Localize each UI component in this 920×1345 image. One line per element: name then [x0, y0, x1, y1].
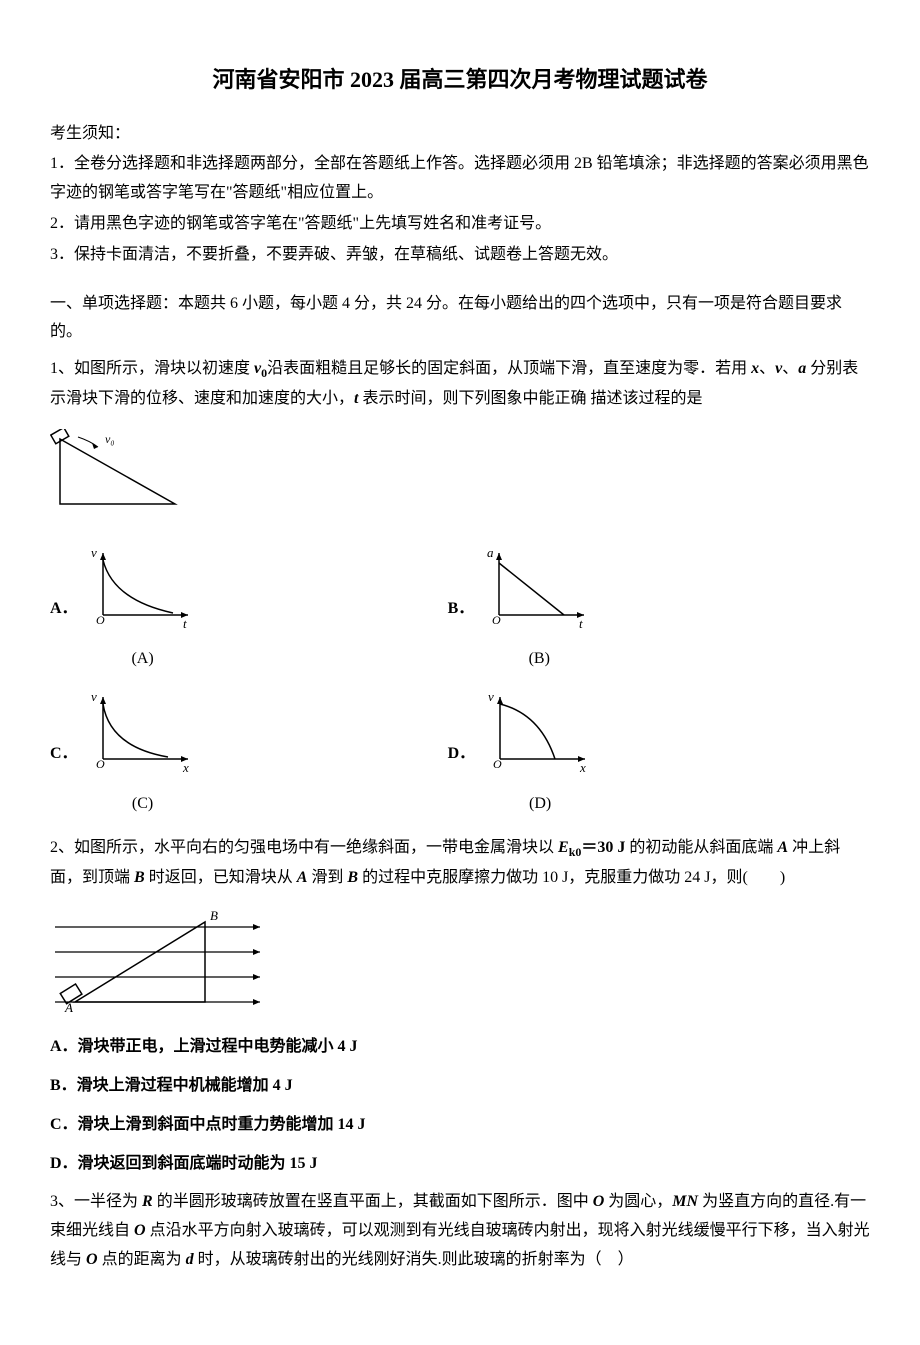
q1-mid: 沿表面粗糙且足够长的固定斜面，从顶端下滑，直至速度为零．若用: [267, 360, 751, 377]
q3-mid2: 为圆心，: [604, 1193, 672, 1210]
q2-ek0-sub: k0: [569, 845, 582, 859]
exam-title: 河南省安阳市 2023 届高三第四次月考物理试题试卷: [50, 60, 870, 100]
svg-text:x: x: [182, 760, 189, 775]
svg-text:O: O: [96, 757, 105, 771]
q1-option-d: D． v x O (D): [448, 689, 596, 819]
q1-c-letter: (C): [88, 790, 198, 819]
q1-incline-figure: v₀: [50, 429, 870, 530]
q1-sep2: 、: [782, 360, 798, 377]
svg-text:a: a: [487, 545, 494, 560]
q3-o3: O: [86, 1251, 98, 1268]
q2-suffix: 的过程中克服摩擦力做功 10 J，克服重力做功 24 J，则( ): [358, 869, 785, 886]
q2-choice-b: B．滑块上滑过程中机械能增加 4 J: [50, 1072, 870, 1101]
q2-choice-d: D．滑块返回到斜面底端时动能为 15 J: [50, 1150, 870, 1179]
q1-d-letter: (D): [485, 790, 595, 819]
q2-a1: A: [777, 839, 788, 856]
q3-mid5: 点的距离为: [98, 1251, 186, 1268]
q2-b2: B: [347, 869, 358, 886]
q1-sep1: 、: [759, 360, 775, 377]
q2-mid: 的初动能从斜面底端: [625, 839, 777, 856]
q2-choice-a: A．滑块带正电，上滑过程中电势能减小 4 J: [50, 1033, 870, 1062]
q1-options-row2: C． v x O (C) D．: [50, 689, 870, 819]
q3-mn: MN: [672, 1193, 698, 1210]
q2-mid3: 时返回，已知滑块从: [145, 869, 297, 886]
svg-text:O: O: [492, 613, 501, 627]
q3-o2: O: [134, 1222, 146, 1239]
svg-text:O: O: [96, 613, 105, 627]
q1-a-letter: (A): [88, 645, 198, 674]
svg-text:v: v: [488, 689, 494, 704]
q2-mid4: 滑到: [307, 869, 347, 886]
q3-suffix: 时，从玻璃砖射出的光线刚好消失.则此玻璃的折射率为（ ）: [194, 1251, 634, 1268]
q2-choice-c: C．滑块上滑到斜面中点时重力势能增加 14 J: [50, 1111, 870, 1140]
q2-figure: B A: [50, 902, 870, 1023]
question-2: 2、如图所示，水平向右的匀强电场中有一绝缘斜面，一带电金属滑块以 Ek0＝30 …: [50, 834, 870, 1179]
q1-text: 1、如图所示，滑块以初速度 v0沿表面粗糙且足够长的固定斜面，从顶端下滑，直至速…: [50, 355, 870, 414]
svg-text:v: v: [91, 689, 97, 704]
q2-b1: B: [134, 869, 145, 886]
svg-text:x: x: [579, 760, 586, 775]
q1-d-label: D．: [448, 740, 476, 769]
svg-text:v: v: [91, 545, 97, 560]
q1-v0-arrow-label: v₀: [105, 432, 115, 446]
q1-a-label: A．: [50, 595, 78, 624]
q1-b-letter: (B): [484, 645, 594, 674]
question-3: 3、一半径为 R 的半圆形玻璃砖放置在竖直平面上，其截面如下图所示．图中 O 为…: [50, 1188, 870, 1274]
instruction-1: 1．全卷分选择题和非选择题两部分，全部在答题纸上作答。选择题必须用 2B 铅笔填…: [50, 150, 870, 208]
instruction-3: 3．保持卡面清洁，不要折叠，不要弄破、弄皱，在草稿纸、试题卷上答题无效。: [50, 241, 870, 270]
q2-a-point: A: [64, 1000, 73, 1012]
q1-option-c: C． v x O (C): [50, 689, 198, 819]
q3-mid: 的半圆形玻璃砖放置在竖直平面上，其截面如下图所示．图中: [153, 1193, 593, 1210]
question-1: 1、如图所示，滑块以初速度 v0沿表面粗糙且足够长的固定斜面，从顶端下滑，直至速…: [50, 355, 870, 819]
q2-ek0: E: [558, 839, 569, 856]
q3-r: R: [142, 1193, 153, 1210]
q1-prefix: 1、如图所示，滑块以初速度: [50, 360, 254, 377]
instructions-block: 考生须知： 1．全卷分选择题和非选择题两部分，全部在答题纸上作答。选择题必须用 …: [50, 120, 870, 270]
q2-prefix: 2、如图所示，水平向右的匀强电场中有一绝缘斜面，一带电金属滑块以: [50, 839, 558, 856]
q2-text: 2、如图所示，水平向右的匀强电场中有一绝缘斜面，一带电金属滑块以 Ek0＝30 …: [50, 834, 870, 893]
svg-text:O: O: [493, 757, 502, 771]
q1-b-label: B．: [448, 595, 475, 624]
q2-a2: A: [297, 869, 308, 886]
instruction-2: 2．请用黑色字迹的钢笔或答字笔在"答题纸"上先填写姓名和准考证号。: [50, 210, 870, 239]
q3-o1: O: [593, 1193, 605, 1210]
q1-options-row1: A． v t O (A) B．: [50, 545, 870, 675]
q3-d: d: [186, 1251, 194, 1268]
section-1-header: 一、单项选择题：本题共 6 小题，每小题 4 分，共 24 分。在每小题给出的四…: [50, 290, 870, 348]
q1-option-b: B． a t O (B): [448, 545, 595, 675]
q1-suffix: 表示时间，则下列图象中能正确 描述该过程的是: [358, 390, 702, 407]
svg-text:t: t: [183, 616, 187, 631]
q1-option-a: A． v t O (A): [50, 545, 198, 675]
svg-text:t: t: [579, 616, 583, 631]
instructions-heading: 考生须知：: [50, 120, 870, 149]
q1-x: x: [751, 360, 759, 377]
q3-text: 3、一半径为 R 的半圆形玻璃砖放置在竖直平面上，其截面如下图所示．图中 O 为…: [50, 1188, 870, 1274]
q1-c-label: C．: [50, 740, 78, 769]
q2-ek0-eq: ＝30 J: [581, 839, 625, 856]
q2-b-point: B: [210, 908, 218, 923]
q2-choices: A．滑块带正电，上滑过程中电势能减小 4 J B．滑块上滑过程中机械能增加 4 …: [50, 1033, 870, 1178]
q3-prefix: 3、一半径为: [50, 1193, 142, 1210]
